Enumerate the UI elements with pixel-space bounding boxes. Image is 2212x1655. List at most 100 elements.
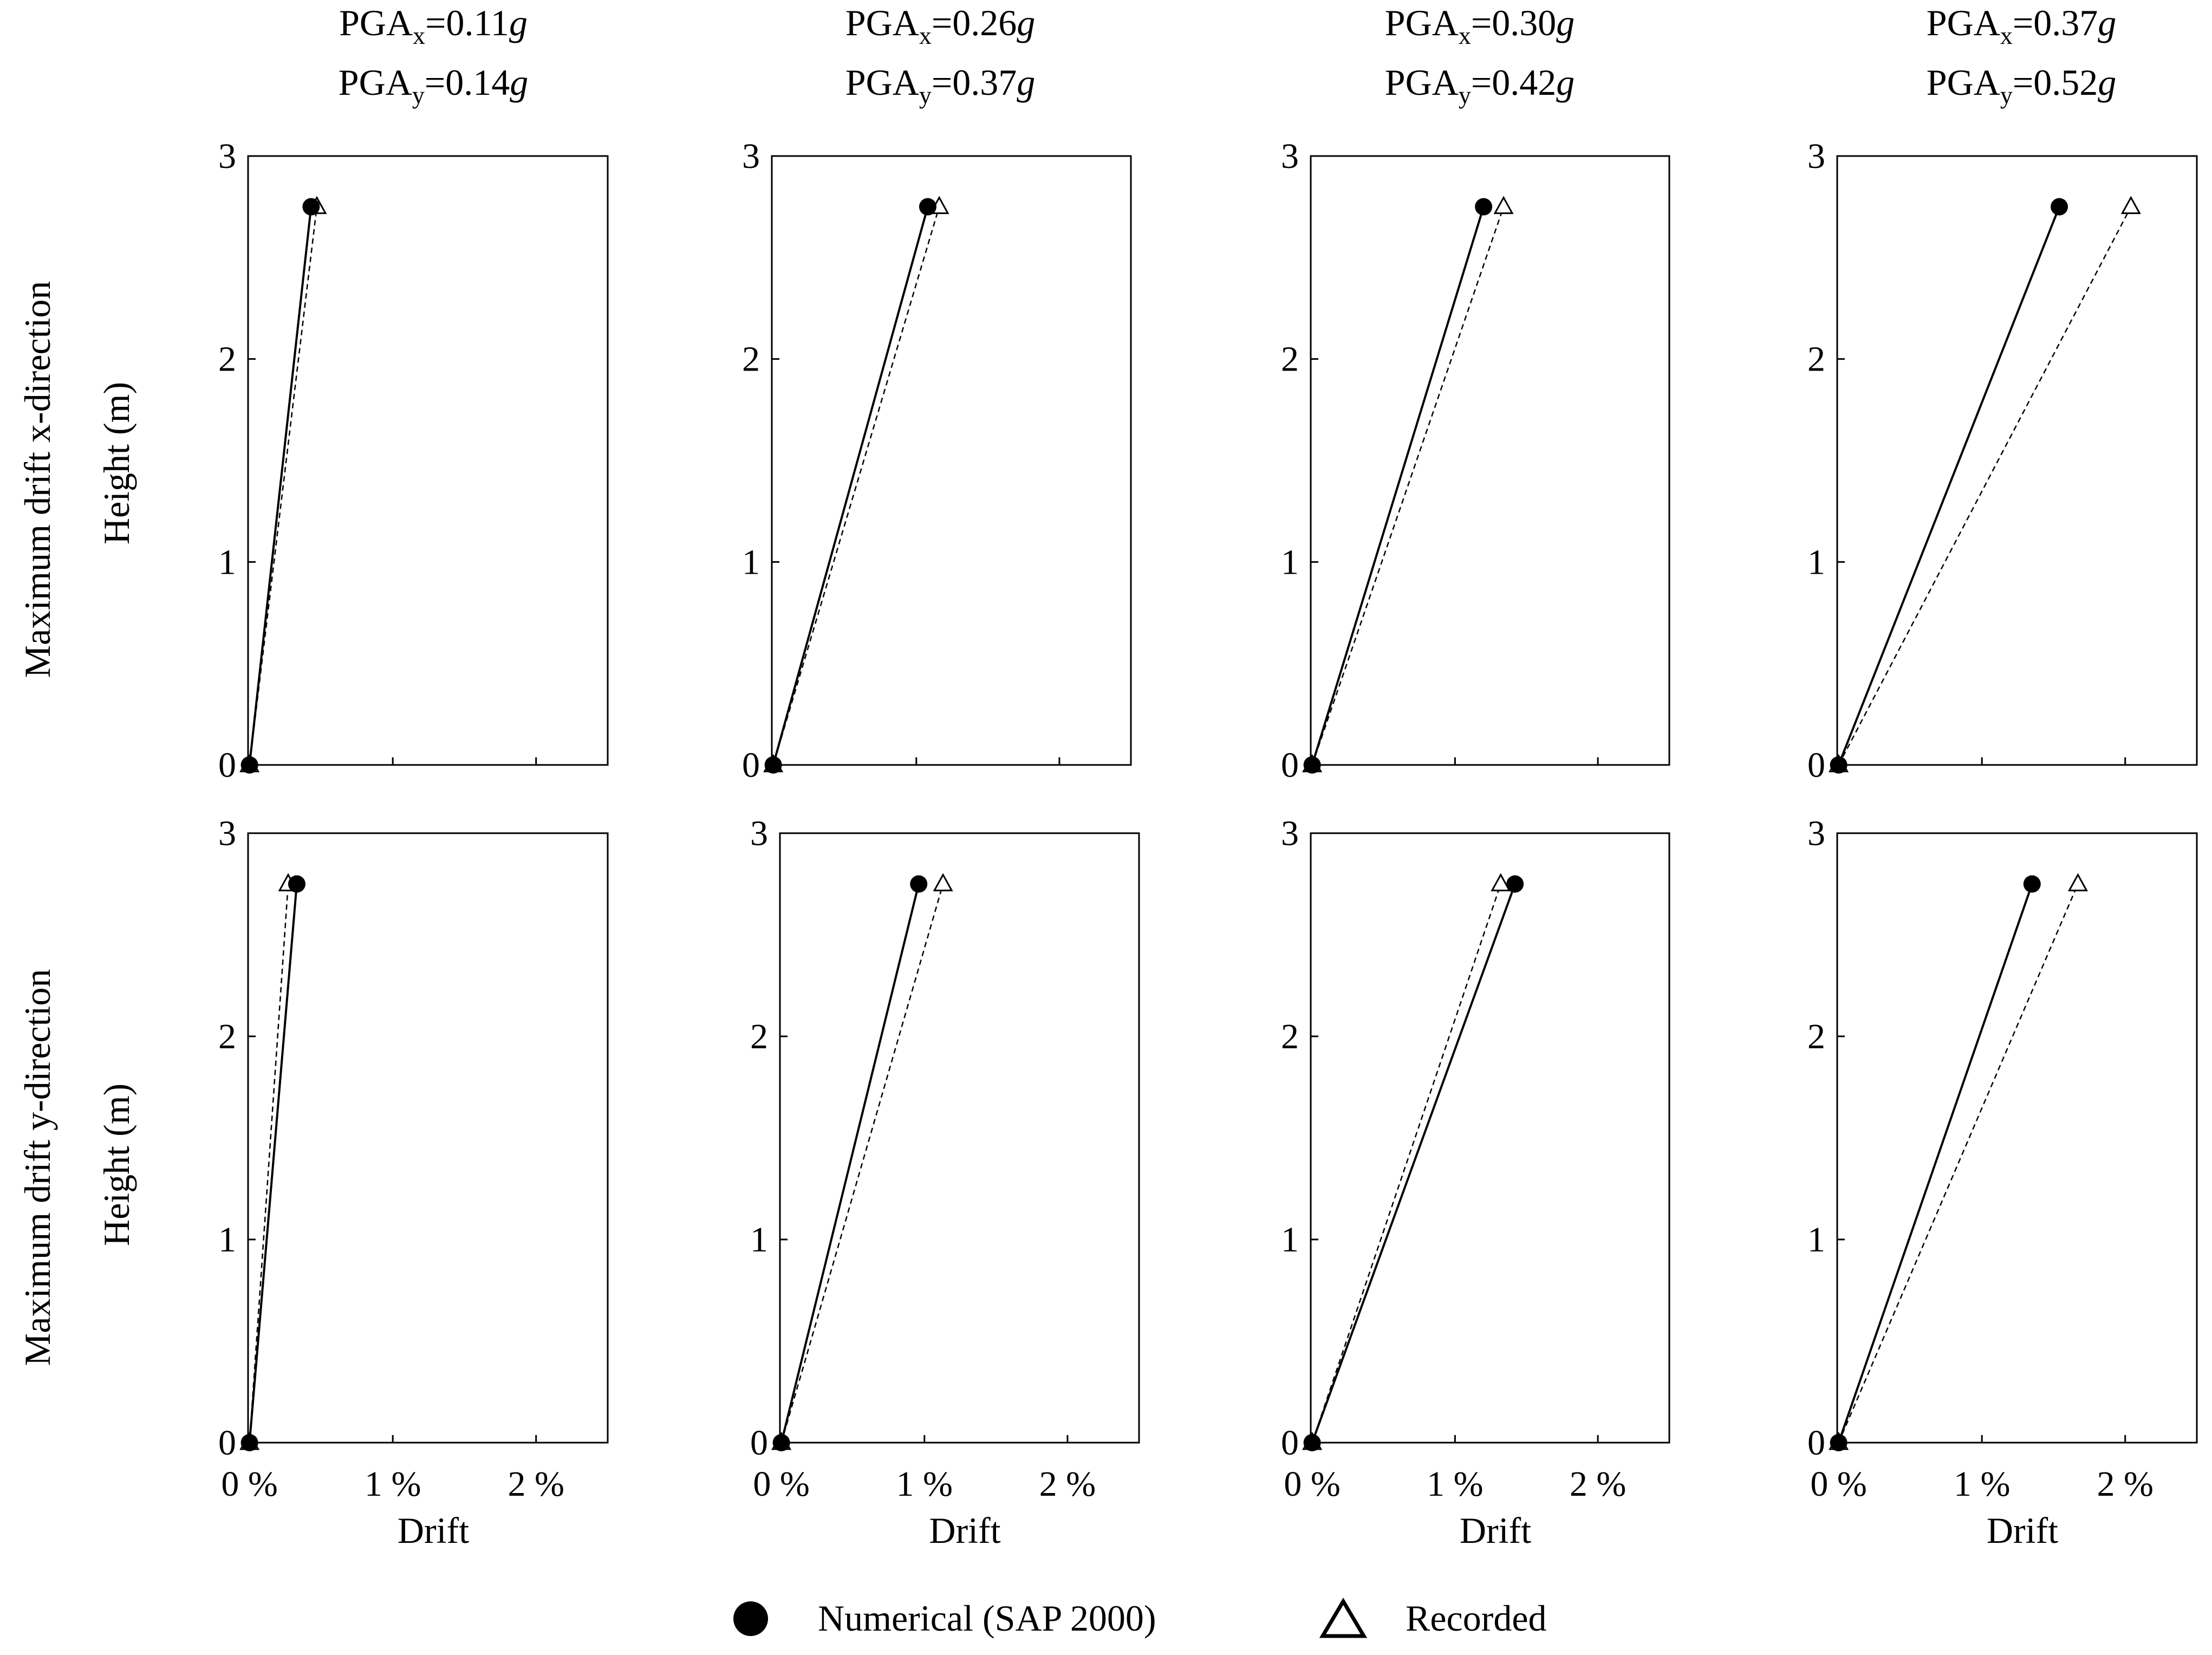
legend-numerical-marker [733, 1601, 768, 1636]
chart-panel: 0 1 2 3 [1807, 137, 2198, 785]
y-tick-label: 2 [1807, 1017, 1825, 1056]
plot-frame [779, 832, 1140, 1444]
x-tick-label: 0 % [753, 1464, 809, 1504]
recorded-series-line [1311, 884, 1501, 1443]
y-tick-label: 3 [1807, 137, 1825, 176]
y-tick-label: 1 [218, 542, 236, 582]
recorded-point [1493, 196, 1514, 215]
legend-recorded-label: Recorded [1406, 1598, 1547, 1639]
numerical-point [772, 1434, 790, 1451]
x-tick-label: 2 % [1039, 1464, 1096, 1504]
recorded-series-line [249, 884, 289, 1443]
recorded-point [1491, 873, 1511, 892]
chart-panel: 0 1 2 3 [218, 137, 609, 785]
y-tick-label: 0 [750, 1423, 768, 1463]
numerical-series-line [1311, 884, 1517, 1443]
y-tick-label: 3 [750, 814, 768, 853]
plot-frame [1310, 832, 1670, 1444]
x-tick-label: 0 % [1810, 1464, 1866, 1504]
numerical-point [240, 756, 258, 774]
x-axis-label: Drift [398, 1510, 469, 1551]
recorded-series-line [1838, 884, 2079, 1443]
legend-numerical-label: Numerical (SAP 2000) [818, 1598, 1156, 1639]
pga-y-title: PGAy=0.14g [339, 62, 528, 109]
column-titles: PGAx=0.11g PGAy=0.14g PGAx=0.26g PGAy=0.37g… [339, 2, 2116, 109]
y-tick-label: 1 [1807, 542, 1825, 582]
chart-panel: 0 1 2 3 [742, 137, 1132, 785]
plot-frame [771, 155, 1132, 766]
recorded-series-line [249, 206, 318, 765]
y-tick-label: 1 [218, 1220, 236, 1260]
y-axis-label: Height (m) [96, 382, 137, 544]
row-label: Maximum drift x-direction [17, 281, 58, 678]
y-tick-label: 2 [1807, 340, 1825, 379]
x-tick-label: 1 % [1954, 1464, 2010, 1504]
y-tick-label: 2 [1281, 1017, 1299, 1056]
y-tick-label: 3 [1281, 814, 1299, 853]
recorded-series-line [1311, 206, 1505, 765]
numerical-point [288, 875, 305, 893]
chart-panel: 0 1 2 3 [1281, 137, 1670, 785]
numerical-series-line [248, 206, 313, 765]
y-tick-label: 0 [742, 745, 760, 785]
y-tick-label: 0 [218, 745, 236, 785]
chart-panel: 0 1 2 3 0 % 1 % 2 % Drift [1807, 814, 2198, 1551]
recorded-series-line [1838, 206, 2132, 765]
plot-frame [1836, 155, 2198, 766]
numerical-point [919, 198, 936, 216]
pga-x-title: PGAx=0.11g [339, 2, 528, 49]
pga-y-title: PGAy=0.37g [845, 62, 1035, 109]
x-axis-label: Drift [1460, 1510, 1531, 1551]
recorded-point [2120, 196, 2141, 215]
chart-panel: 0 1 2 3 0 % 1 % 2 % Drift [750, 814, 1140, 1551]
x-axis-label: Drift [1987, 1510, 2058, 1551]
numerical-point [1506, 875, 1524, 893]
y-tick-label: 3 [218, 814, 236, 853]
numerical-point [764, 756, 782, 774]
pga-x-title: PGAx=0.26g [845, 2, 1035, 49]
y-tick-label: 0 [1281, 745, 1299, 785]
y-tick-label: 3 [218, 137, 236, 176]
recorded-point [933, 873, 953, 892]
y-tick-label: 0 [1281, 1423, 1299, 1463]
numerical-point [910, 875, 928, 893]
y-tick-label: 3 [742, 137, 760, 176]
numerical-point [2051, 198, 2068, 216]
numerical-series-line [1311, 206, 1485, 765]
x-tick-label: 2 % [2097, 1464, 2153, 1504]
y-tick-label: 2 [218, 340, 236, 379]
row-labels: Maximum drift x-direction Height (m) Maxim… [17, 281, 137, 1366]
y-tick-label: 1 [1281, 542, 1299, 582]
numerical-point [302, 198, 320, 216]
y-tick-label: 0 [1807, 1423, 1825, 1463]
numerical-point [1475, 198, 1493, 216]
chart-panel: 0 1 2 3 0 % 1 % 2 % Drift [1281, 814, 1670, 1551]
numerical-point [240, 1434, 258, 1451]
y-tick-label: 1 [1281, 1220, 1299, 1260]
plot-frame [247, 832, 609, 1444]
x-tick-label: 1 % [896, 1464, 953, 1504]
recorded-series-line [772, 206, 940, 765]
x-axis-label: Drift [929, 1510, 1000, 1551]
chart-panel: 0 1 2 3 0 % 1 % 2 % Drift [218, 814, 609, 1551]
legend: Numerical (SAP 2000) Recorded [733, 1598, 1547, 1639]
recorded-point [2067, 873, 2088, 892]
y-tick-label: 1 [742, 542, 760, 582]
numerical-point [1830, 1434, 1847, 1451]
x-tick-label: 2 % [508, 1464, 564, 1504]
y-tick-label: 2 [742, 340, 760, 379]
y-tick-label: 2 [1281, 340, 1299, 379]
y-tick-label: 2 [750, 1017, 768, 1056]
y-tick-label: 2 [218, 1017, 236, 1056]
row-label: Maximum drift y-direction [17, 969, 58, 1366]
numerical-series-line [1837, 206, 2060, 765]
pga-y-title: PGAy=0.42g [1385, 62, 1575, 109]
x-tick-label: 0 % [221, 1464, 277, 1504]
numerical-series-line [772, 206, 929, 765]
x-tick-label: 1 % [1427, 1464, 1483, 1504]
plot-frame [247, 155, 609, 766]
plot-frame [1836, 832, 2198, 1444]
y-axis-label: Height (m) [96, 1083, 137, 1246]
y-tick-label: 0 [218, 1423, 236, 1463]
